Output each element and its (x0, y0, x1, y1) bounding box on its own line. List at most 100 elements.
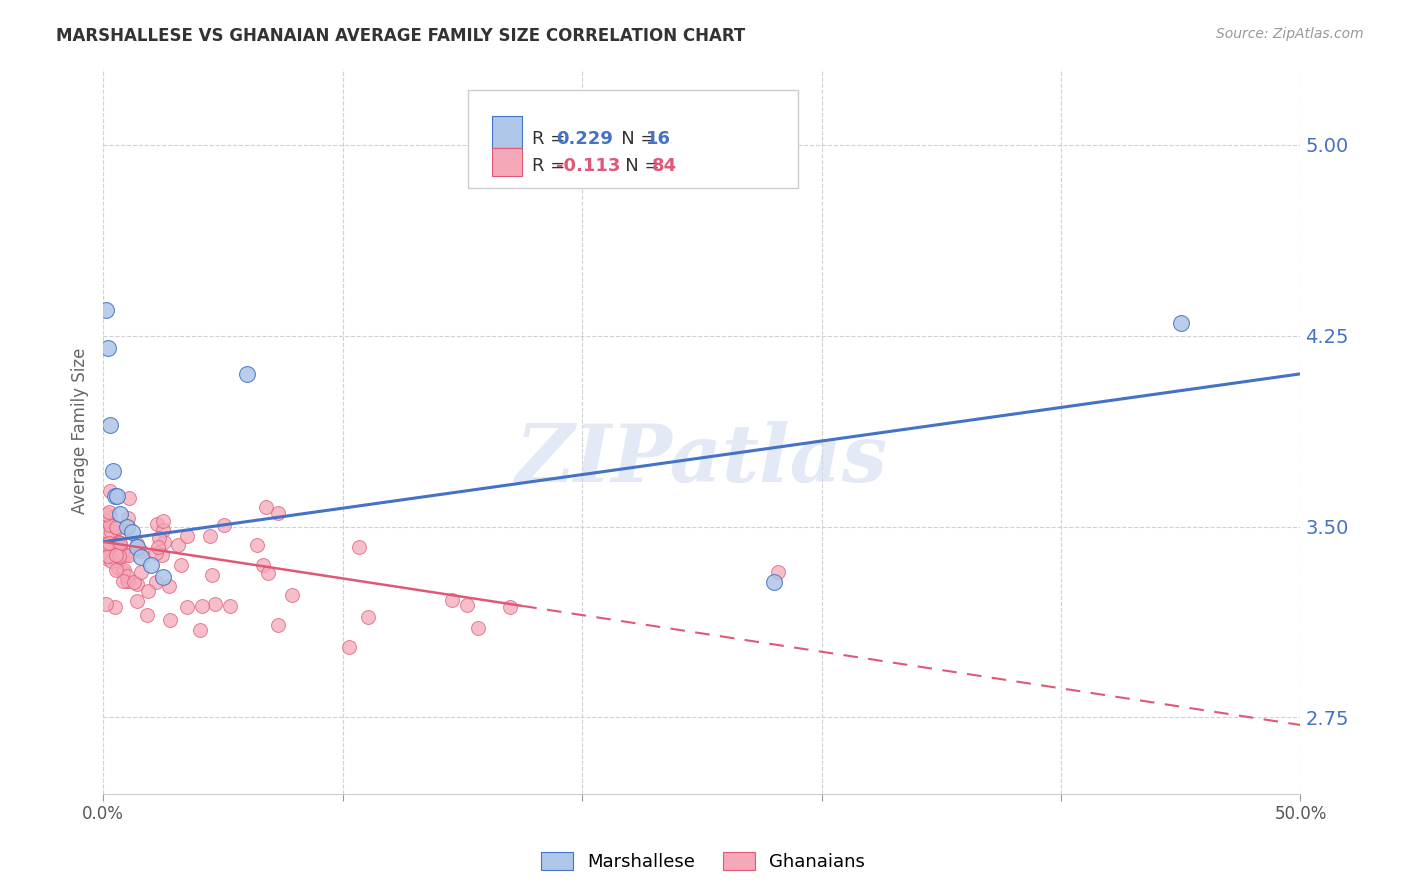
Point (125, 540, 148, 554)
Point (267, 506, 290, 520)
Point (176, 529, 198, 543)
Point (152, 514, 174, 528)
Point (112, 563, 135, 577)
Point (111, 545, 134, 559)
Point (98, 510, 121, 524)
Point (115, 568, 138, 582)
Point (131, 565, 153, 579)
Text: MARSHALLESE VS GHANAIAN AVERAGE FAMILY SIZE CORRELATION CHART: MARSHALLESE VS GHANAIAN AVERAGE FAMILY S… (56, 27, 745, 45)
Legend: Marshallese, Ghanaians: Marshallese, Ghanaians (533, 845, 873, 879)
Point (118, 491, 141, 505)
Point (98, 417, 121, 432)
Point (166, 538, 188, 552)
Point (145, 546, 167, 560)
Point (101, 464, 124, 478)
Point (252, 558, 274, 572)
Point (104, 563, 127, 577)
Point (94, 303, 117, 318)
Point (152, 524, 174, 538)
Point (127, 536, 149, 550)
Text: 16: 16 (645, 130, 671, 148)
Point (145, 574, 167, 589)
Point (456, 599, 478, 613)
Point (94, 597, 117, 611)
FancyBboxPatch shape (468, 90, 797, 188)
Point (115, 519, 138, 533)
Point (152, 534, 174, 549)
Point (170, 558, 193, 573)
Point (108, 549, 131, 563)
Point (157, 579, 180, 593)
Point (136, 583, 159, 598)
Text: 84: 84 (651, 157, 676, 175)
Point (219, 599, 242, 613)
Point (152, 570, 174, 584)
Point (246, 538, 269, 552)
Point (139, 558, 162, 572)
Point (131, 549, 153, 564)
Text: R =: R = (531, 130, 571, 148)
Text: N =: N = (603, 130, 661, 148)
Point (108, 539, 131, 553)
Point (94, 543, 117, 558)
Point (188, 623, 211, 637)
Point (96, 524, 118, 538)
Point (267, 618, 290, 632)
Text: N =: N = (609, 157, 665, 175)
Point (204, 597, 226, 611)
Point (94, 514, 117, 528)
Point (107, 489, 129, 503)
Point (125, 594, 148, 608)
Text: ZIPatlas: ZIPatlas (516, 421, 887, 499)
Point (107, 561, 129, 575)
Point (440, 592, 463, 607)
Point (94, 507, 117, 521)
Point (117, 548, 139, 562)
Point (104, 548, 127, 562)
Point (121, 524, 143, 539)
Point (136, 608, 159, 623)
Point (150, 549, 173, 563)
Point (115, 574, 138, 589)
Text: R =: R = (531, 157, 571, 175)
Point (498, 599, 520, 614)
Y-axis label: Average Family Size: Average Family Size (72, 348, 89, 515)
Text: Source: ZipAtlas.com: Source: ZipAtlas.com (1216, 27, 1364, 41)
Point (111, 566, 134, 580)
Point (254, 500, 277, 515)
Point (105, 519, 128, 533)
Point (357, 610, 380, 624)
Point (117, 520, 139, 534)
Point (117, 574, 139, 588)
Point (280, 588, 302, 602)
Bar (492, 148, 522, 176)
Point (176, 599, 198, 614)
Point (100, 554, 122, 568)
Point (337, 640, 360, 654)
Point (122, 575, 145, 590)
Point (107, 535, 129, 549)
Point (148, 531, 170, 545)
Point (98, 536, 121, 550)
Point (762, 575, 785, 590)
Point (200, 567, 222, 582)
Point (111, 574, 134, 589)
Point (94, 537, 117, 551)
Point (108, 507, 131, 521)
Point (108, 534, 131, 549)
Point (114, 548, 136, 562)
Point (117, 510, 139, 524)
Point (97, 342, 120, 356)
Point (105, 521, 128, 535)
Point (94, 551, 117, 566)
Point (104, 599, 127, 614)
Point (104, 489, 127, 503)
Point (200, 529, 222, 543)
Point (97, 549, 120, 563)
Point (98, 483, 121, 498)
Point (347, 540, 370, 554)
Bar (492, 116, 522, 148)
Point (108, 536, 131, 550)
Point (98, 505, 121, 519)
Text: -0.113: -0.113 (555, 157, 620, 175)
